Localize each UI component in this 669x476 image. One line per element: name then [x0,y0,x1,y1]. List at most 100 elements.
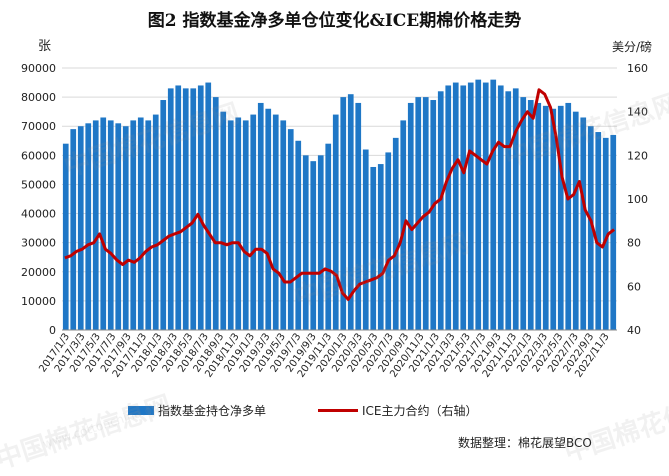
legend-line-entry: ICE主力合约（右轴） [318,402,478,419]
bar [325,143,332,330]
y-left-tick-label: 90000 [21,62,56,75]
bar [460,85,467,330]
bar [482,82,489,330]
bar [392,137,399,330]
bar [535,102,542,330]
y-left-tick-label: 30000 [21,237,56,250]
bar [355,102,362,330]
bar [272,114,279,330]
chart-plot: 0 10000 20000 30000 40000 50000 60000 70000 8000… [21,62,648,380]
bar [445,85,452,330]
bar [85,123,92,330]
bar [497,85,504,330]
bar [452,82,459,330]
y-right-tick-label: 100 [627,193,648,206]
chart-title: 图2 指数基金净多单仓位变化&ICE期棉价格走势 [147,11,522,31]
bar [265,108,272,330]
bar [145,120,152,331]
bar [212,97,219,330]
bar [602,137,609,330]
bar [317,155,324,330]
bar [572,111,579,331]
bar [160,100,167,331]
bar [152,114,159,330]
y-left-tick-label: 0 [49,324,56,337]
bar [167,88,174,330]
y-right-tick-label: 60 [627,280,641,293]
bar [175,85,182,330]
bar [227,120,234,331]
bar [587,126,594,330]
bar [62,143,69,330]
bar [550,108,557,330]
bar [302,155,309,330]
bar [467,82,474,330]
bar [107,120,114,331]
bar [332,114,339,330]
bar [542,105,549,330]
bar [250,114,257,330]
bar [475,79,482,331]
y-left-tick-label: 20000 [21,266,56,279]
y-left-tick-label: 40000 [21,208,56,221]
bar [377,164,384,330]
bar [100,117,107,330]
bar [407,102,414,330]
bar [370,166,377,330]
bar [520,97,527,330]
source-note: 数据整理：棉花展望BCO [458,436,592,450]
bar [280,120,287,331]
bar [385,152,392,330]
bar [205,82,212,330]
y-right-tick-label: 120 [627,149,648,162]
bar [295,140,302,330]
legend-line-swatch [318,409,358,412]
y-right-unit-label: 美分/磅 [612,40,653,54]
legend-bar-entry: 指数基金持仓净多单 [128,402,266,419]
bar [595,132,602,330]
bar [115,123,122,330]
bar [220,111,227,331]
legend-bar-swatch [128,406,154,415]
bar [512,88,519,330]
y-left-tick-label: 50000 [21,178,56,191]
bar [430,100,437,331]
bar [527,100,534,331]
bar [92,120,99,331]
bar [400,120,407,331]
y-left-unit-label: 张 [38,39,52,54]
bar [197,85,204,330]
bar [190,88,197,330]
y-left-tick-label: 10000 [21,295,56,308]
bar [580,117,587,330]
y-right-tick-label: 160 [627,62,648,75]
y-right-tick-label: 40 [627,324,641,337]
bar [490,79,497,331]
bar [257,102,264,330]
bar [437,91,444,331]
bar [70,129,77,330]
bar [122,126,129,330]
bar [137,117,144,330]
bar [182,88,189,330]
y-right-tick-label: 80 [627,237,641,250]
bar [310,161,317,330]
bar [505,91,512,331]
bar [610,134,617,330]
legend-line-label: ICE主力合约（右轴） [362,404,478,418]
y-left-tick-label: 70000 [21,120,56,133]
bar [415,97,422,330]
bar [340,97,347,330]
price-line [64,88,615,301]
bar [362,149,369,330]
bar [287,129,294,330]
bar [235,117,242,330]
bar [347,94,354,330]
y-right-tick-label: 140 [627,106,648,119]
bar [557,105,564,330]
legend-bar-label: 指数基金持仓净多单 [158,404,267,418]
bar [242,120,249,331]
bar [130,120,137,331]
y-left-tick-label: 60000 [21,149,56,162]
bar [77,126,84,330]
